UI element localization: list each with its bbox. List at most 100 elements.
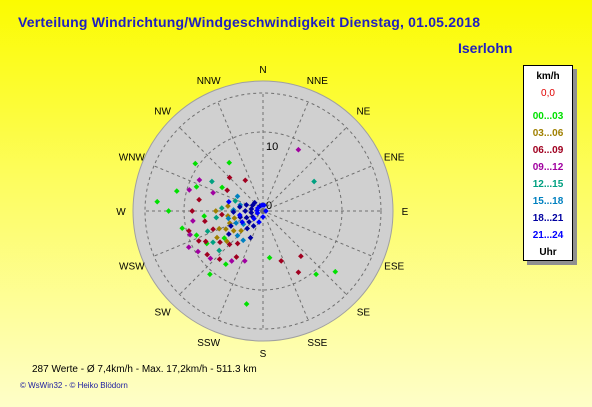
data-point xyxy=(246,219,252,225)
data-point xyxy=(225,215,232,222)
footer-stats: 287 Werte - Ø 7,4km/h - Max. 17,2km/h - … xyxy=(32,364,257,375)
direction-label: NW xyxy=(154,107,171,118)
data-point xyxy=(260,214,266,220)
legend-item: 06...09 xyxy=(532,145,564,156)
direction-labels: N NNE NE ENE E ESE SE SSE S SSW SW WSW W WNW NW NNW xyxy=(116,65,408,360)
legend: km/h 0,0 00...03 03...06 06...09 09...12 12.… xyxy=(523,65,577,265)
data-point xyxy=(295,146,302,153)
direction-label: NNE xyxy=(307,76,328,87)
data-point xyxy=(243,301,250,307)
direction-label: WSW xyxy=(119,261,145,272)
data-point xyxy=(261,202,267,209)
data-point xyxy=(222,261,229,268)
data-point xyxy=(236,204,243,210)
data-point xyxy=(298,253,304,260)
data-point xyxy=(219,211,225,218)
data-point xyxy=(210,226,216,233)
data-point xyxy=(202,238,209,245)
radial-ring-20 xyxy=(144,92,382,330)
data-point xyxy=(256,219,262,225)
data-point xyxy=(251,199,258,206)
data-point xyxy=(248,206,255,212)
data-point xyxy=(216,256,223,263)
legend-unit: km/h xyxy=(536,71,560,82)
data-point xyxy=(238,227,244,234)
data-point xyxy=(226,159,233,166)
data-point xyxy=(243,202,250,208)
direction-spoke xyxy=(262,165,373,212)
data-point xyxy=(332,268,339,275)
data-point xyxy=(195,248,201,255)
direction-label: N xyxy=(259,65,266,76)
data-point xyxy=(210,189,216,196)
data-point xyxy=(244,225,251,232)
data-point xyxy=(189,208,196,214)
data-point xyxy=(196,196,202,203)
data-point xyxy=(230,209,237,215)
data-point xyxy=(217,239,223,246)
radial-tick-label: 10 xyxy=(266,141,278,153)
data-point xyxy=(234,240,241,247)
radial-tick-label: 0 xyxy=(266,200,272,212)
direction-spoke xyxy=(262,210,309,321)
direction-label: SW xyxy=(155,307,172,318)
direction-spokes xyxy=(145,93,381,329)
direction-spoke xyxy=(153,165,264,212)
data-point xyxy=(313,271,319,278)
data-point xyxy=(234,193,241,200)
data-point xyxy=(204,251,211,258)
data-point xyxy=(223,238,230,245)
direction-spoke xyxy=(217,101,264,212)
direction-label: ENE xyxy=(384,153,405,164)
direction-label: SSW xyxy=(197,338,220,349)
direction-label: WNW xyxy=(119,153,146,164)
data-point xyxy=(186,187,193,193)
footer-credit: © WsWin32 - © Heiko Blödorn xyxy=(20,381,128,390)
data-point xyxy=(243,214,250,221)
data-point xyxy=(248,209,255,216)
data-point xyxy=(231,215,238,221)
data-point xyxy=(210,239,216,246)
legend-item: 18...21 xyxy=(532,213,564,224)
data-point xyxy=(225,203,231,209)
data-point xyxy=(228,223,234,229)
legend-item: 03...06 xyxy=(532,128,564,139)
legend-item: 12...15 xyxy=(532,179,564,190)
data-point xyxy=(241,258,248,264)
direction-spoke xyxy=(217,210,264,321)
direction-label: SE xyxy=(357,307,371,318)
data-point xyxy=(202,218,208,225)
data-point xyxy=(219,184,225,191)
data-points xyxy=(154,146,339,307)
data-point xyxy=(240,237,247,244)
data-point xyxy=(251,215,257,222)
data-point xyxy=(187,231,193,238)
data-point xyxy=(165,208,172,214)
direction-label: W xyxy=(116,207,126,218)
data-point xyxy=(236,212,243,218)
data-point xyxy=(233,254,240,260)
direction-spoke xyxy=(262,127,347,212)
legend-footer: Uhr xyxy=(539,247,557,258)
data-point xyxy=(154,198,161,205)
legend-item: 09...12 xyxy=(532,162,564,173)
data-point xyxy=(226,174,233,181)
data-point xyxy=(192,160,199,167)
data-point xyxy=(263,208,269,214)
data-point xyxy=(221,235,228,241)
legend-item: 15...18 xyxy=(532,196,564,207)
direction-label: E xyxy=(402,207,409,218)
data-point xyxy=(242,177,249,184)
data-point xyxy=(190,218,196,224)
data-point xyxy=(278,258,285,264)
data-point xyxy=(242,208,249,214)
data-point xyxy=(230,227,237,234)
direction-label: S xyxy=(260,349,267,360)
legend-item: 00...03 xyxy=(532,111,564,122)
direction-spoke xyxy=(262,210,347,295)
radial-tick-labels: 0 10 xyxy=(266,141,278,212)
data-point xyxy=(207,271,213,278)
data-point xyxy=(228,258,235,264)
data-point xyxy=(266,254,273,261)
data-point xyxy=(311,178,317,185)
